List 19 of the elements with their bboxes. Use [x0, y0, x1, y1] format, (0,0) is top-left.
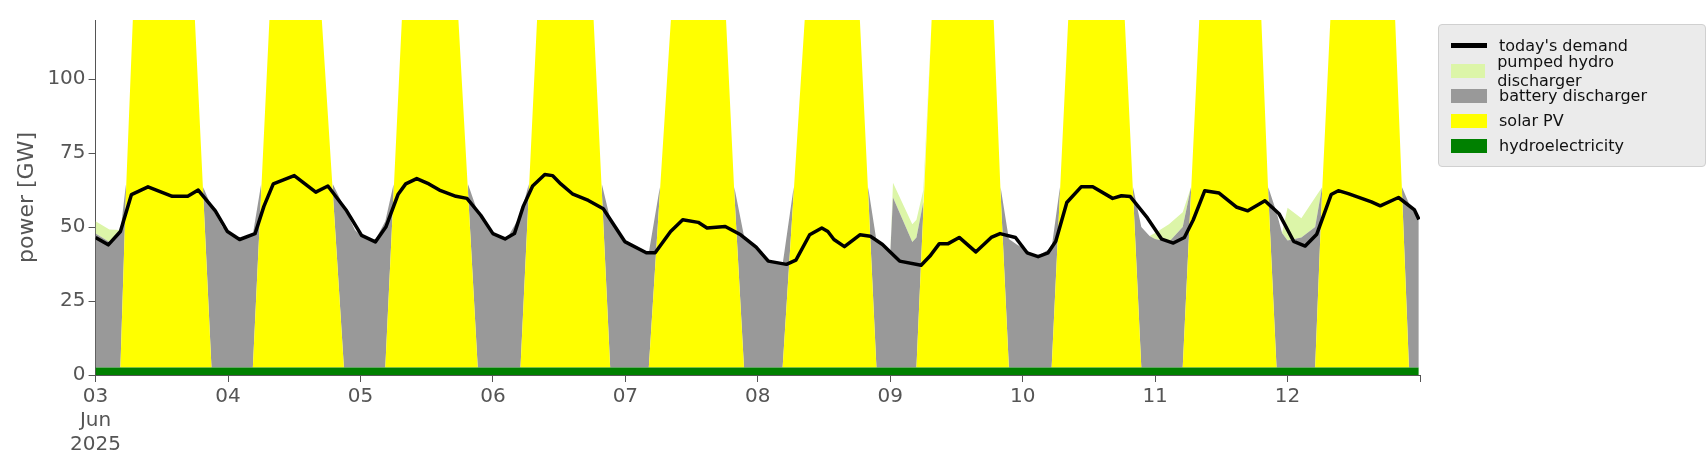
- legend-label: hydroelectricity: [1499, 136, 1624, 155]
- x-tick-label: 10: [1009, 383, 1036, 408]
- y-tick-label: 25: [60, 287, 86, 312]
- x-tick-label: 07: [612, 383, 639, 408]
- legend-label: solar PV: [1499, 111, 1564, 130]
- x-tick-label: 03 Jun 2025: [70, 383, 122, 456]
- y-tick-label: 0: [72, 361, 86, 386]
- y-axis-title: power [GW]: [12, 132, 38, 263]
- x-tick-label: 04: [215, 383, 241, 408]
- x-tick-label: 09: [877, 383, 903, 408]
- x-tick-label: 12: [1274, 383, 1301, 408]
- y-tick-label: 50: [60, 213, 86, 238]
- x-tick-label: 08: [745, 383, 771, 408]
- y-tick-label: 75: [60, 139, 86, 164]
- x-tick-label: 11: [1142, 383, 1168, 408]
- x-tick-label: 06: [480, 383, 506, 408]
- y-tick-label: 100: [47, 65, 86, 90]
- legend-label: today's demand: [1499, 36, 1628, 55]
- x-tick-label: 05: [347, 383, 374, 408]
